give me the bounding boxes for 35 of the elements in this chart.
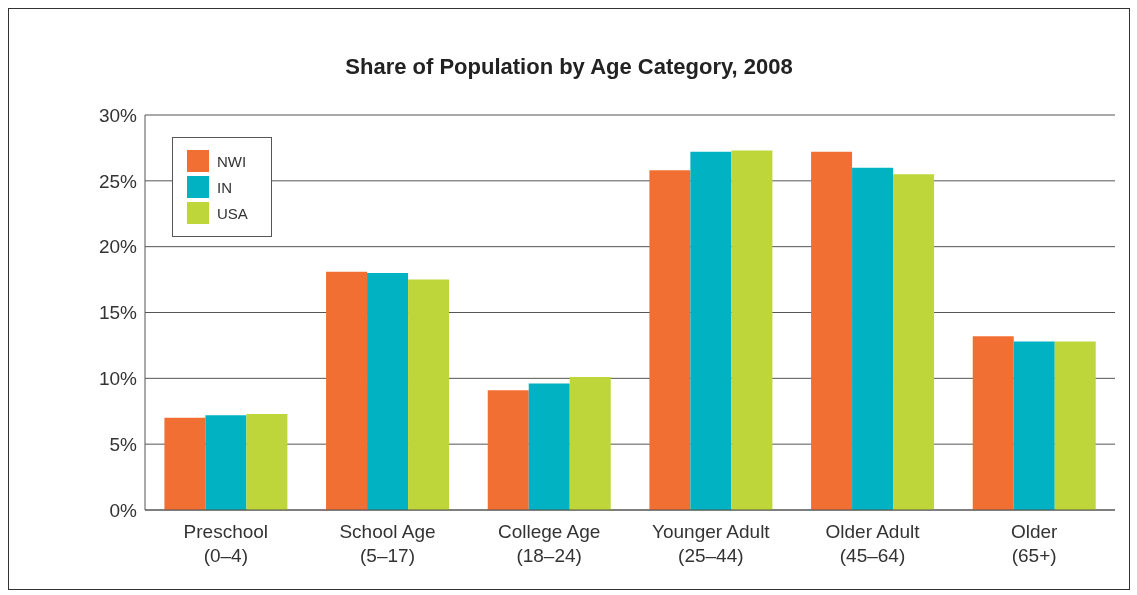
y-tick-label: 30% [98, 104, 138, 126]
bar [246, 413, 288, 510]
bar [731, 150, 773, 510]
x-tick-label: College Age (18–24) [497, 521, 601, 566]
bar [569, 377, 611, 510]
bar [811, 151, 853, 510]
bar [1013, 341, 1055, 510]
bar [852, 167, 894, 510]
bar [408, 279, 450, 510]
y-tick-label: 0% [109, 499, 138, 521]
y-tick-label: 25% [98, 170, 138, 192]
x-tick-label: Older Adult (45–64) [825, 521, 921, 566]
bar [972, 336, 1014, 510]
bar [690, 151, 732, 510]
y-tick-label: 10% [98, 368, 138, 390]
bar [205, 415, 247, 510]
legend-label: USA [217, 204, 248, 222]
y-tick-label: 20% [98, 236, 138, 258]
legend-label: NWI [217, 152, 247, 170]
bar [164, 417, 206, 510]
bar [893, 174, 935, 510]
y-tick-label: 15% [98, 302, 138, 324]
x-tick-label: School Age (5–17) [339, 521, 436, 566]
chart-title: Share of Population by Age Category, 2008 [344, 54, 794, 80]
y-tick-label: 5% [109, 433, 138, 455]
bar [367, 273, 409, 510]
bar [487, 390, 529, 510]
x-tick-label: Preschool (0–4) [183, 521, 269, 566]
bar [1054, 341, 1096, 510]
bar [528, 383, 570, 510]
x-tick-label: Younger Adult (25–44) [652, 521, 771, 566]
x-tick-label: Older (65+) [1010, 521, 1059, 566]
bar [649, 170, 691, 510]
legend-label: IN [217, 178, 232, 196]
bar [326, 271, 368, 510]
